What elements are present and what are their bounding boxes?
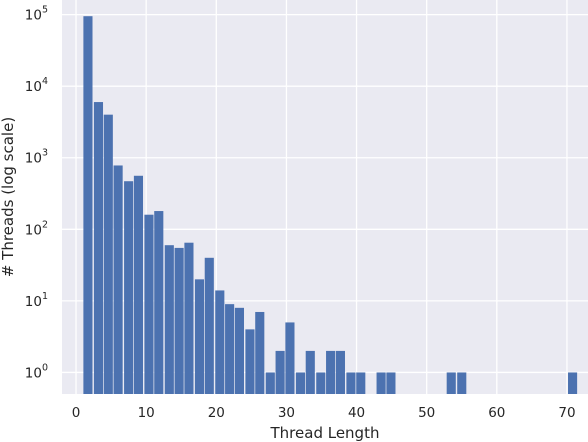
- histogram-bar: [295, 372, 306, 394]
- y-tick-label: 103: [25, 148, 48, 167]
- x-tick-label: 60: [488, 405, 505, 421]
- histogram-bar: [326, 350, 336, 394]
- histogram-bar: [275, 350, 285, 394]
- histogram-bar: [316, 372, 326, 394]
- histogram-bar: [144, 214, 154, 394]
- y-tick-label: 104: [25, 76, 48, 95]
- histogram-bar: [234, 307, 244, 394]
- histogram-bar: [93, 102, 104, 394]
- histogram-bar: [113, 165, 123, 394]
- histogram-bar: [386, 372, 396, 394]
- x-tick-label: 30: [278, 405, 295, 421]
- histogram-bar: [285, 322, 295, 394]
- histogram-bar: [133, 175, 144, 394]
- histogram-bar: [225, 304, 235, 394]
- x-tick-label: 20: [208, 405, 225, 421]
- x-axis-label: Thread Length: [270, 424, 380, 442]
- histogram-bar: [335, 350, 345, 394]
- bars: [83, 16, 578, 395]
- x-tick-label: 50: [418, 405, 435, 421]
- histogram-bar: [255, 311, 265, 394]
- histogram-bar: [356, 372, 366, 394]
- x-tick-label: 0: [72, 405, 81, 421]
- x-tick-label: 10: [138, 405, 155, 421]
- histogram-bar: [164, 245, 174, 394]
- histogram-bar: [103, 114, 113, 395]
- histogram-bar: [154, 211, 164, 394]
- histogram-bar: [568, 372, 578, 394]
- histogram-bar: [83, 16, 93, 395]
- histogram-bar: [446, 372, 456, 394]
- histogram-bar: [457, 372, 467, 394]
- y-tick-label: 105: [25, 5, 48, 24]
- histogram-bar: [305, 350, 315, 394]
- x-tick-label: 40: [348, 405, 365, 421]
- y-axis-label: # Threads (log scale): [0, 117, 17, 277]
- histogram-bar: [124, 181, 134, 394]
- y-tick-label: 102: [25, 219, 48, 238]
- histogram-bar: [376, 372, 386, 394]
- histogram-bar: [194, 279, 205, 394]
- histogram-bar: [346, 372, 356, 394]
- histogram-bar: [174, 247, 184, 394]
- x-tick-label: 70: [558, 405, 575, 421]
- tick-labels: 0 10 20 30 40 50 60 70 100 101 102 103 104 105: [25, 5, 576, 421]
- histogram-bar: [215, 290, 225, 394]
- y-tick-label: 101: [25, 291, 48, 310]
- y-tick-label: 100: [25, 362, 48, 381]
- histogram-bar: [184, 242, 194, 394]
- histogram-bar: [245, 329, 255, 394]
- histogram-bar: [204, 257, 214, 394]
- histogram-bar: [265, 372, 275, 394]
